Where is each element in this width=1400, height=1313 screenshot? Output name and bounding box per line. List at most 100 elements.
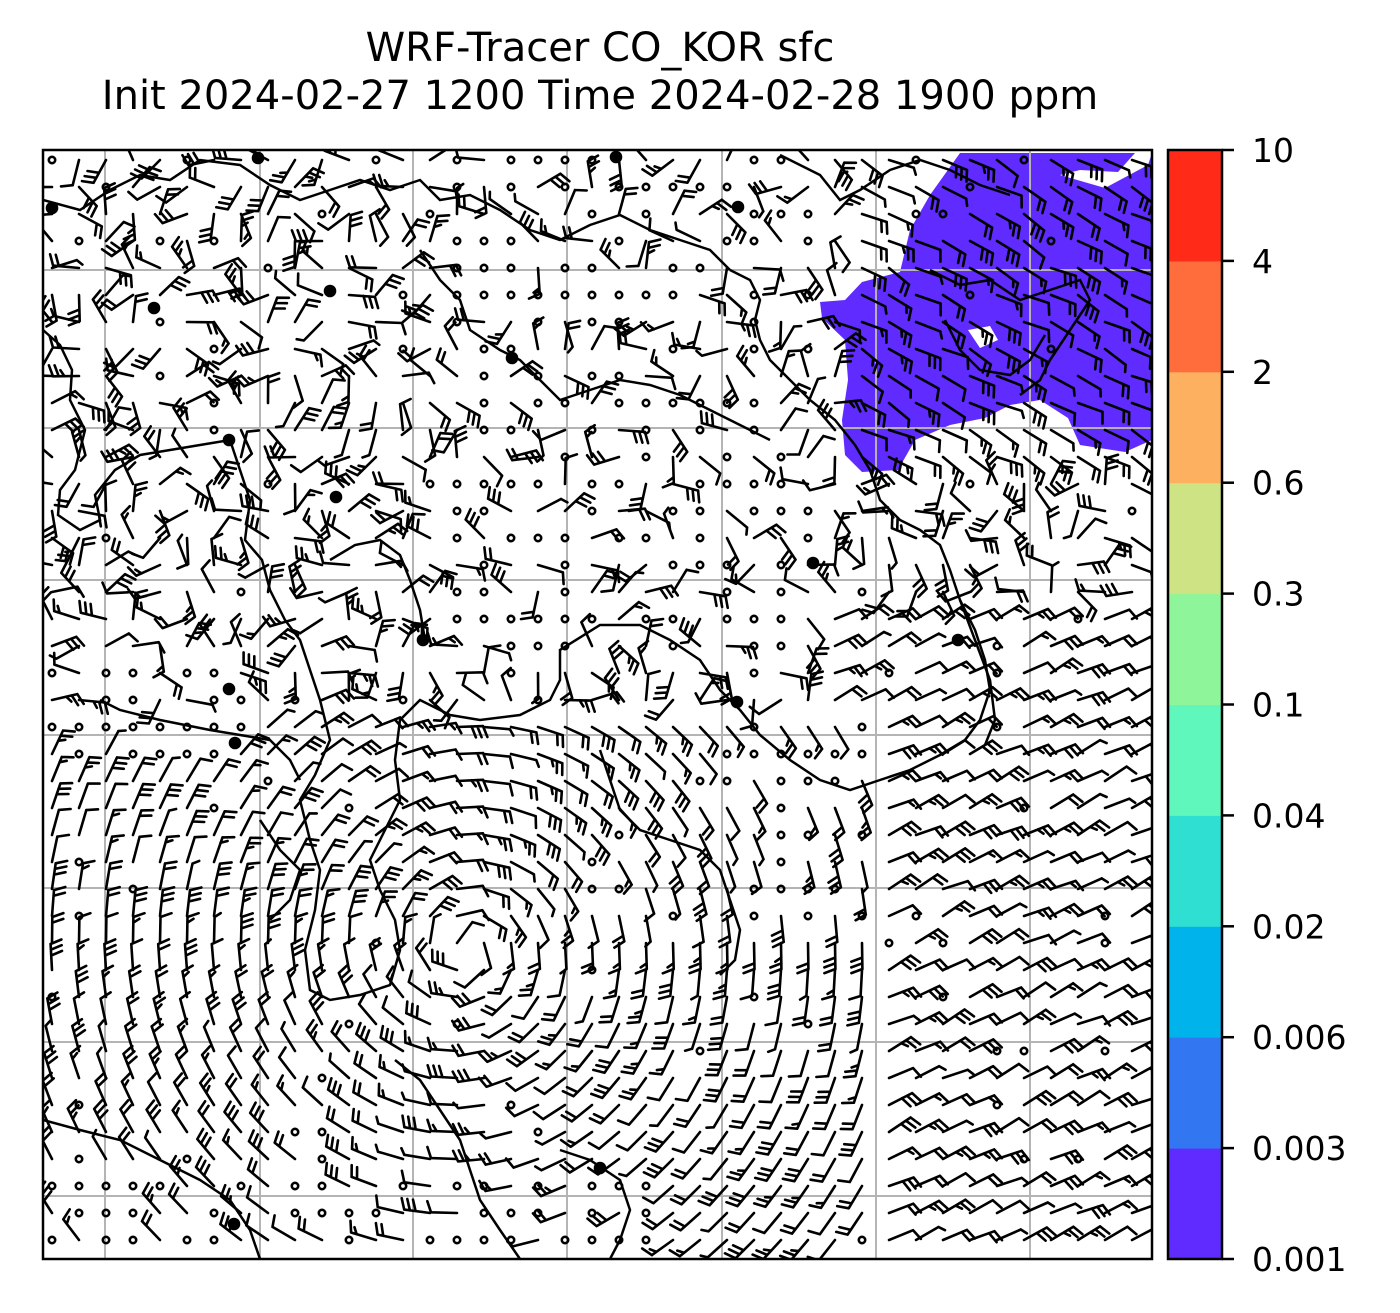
- wind-barb: [671, 833, 687, 868]
- wind-barb: [1103, 239, 1129, 267]
- calm-wind-marker: [641, 209, 651, 219]
- calm-wind-marker: [938, 209, 948, 219]
- wind-barb: [428, 563, 455, 591]
- calm-wind-marker: [749, 992, 759, 1002]
- calm-wind-marker: [533, 641, 543, 651]
- calm-wind-marker: [668, 182, 678, 192]
- wind-barb: [104, 406, 132, 432]
- wind-barb: [1049, 212, 1075, 241]
- wind-barb: [763, 209, 783, 243]
- calm-wind-marker: [344, 1235, 354, 1245]
- calm-wind-marker: [182, 155, 192, 165]
- wind-barb: [181, 964, 194, 999]
- wind-barb: [1076, 1203, 1112, 1220]
- wind-barb: [452, 1101, 486, 1110]
- wind-barb: [401, 891, 428, 918]
- calm-wind-marker: [506, 479, 516, 489]
- wind-barb: [510, 995, 540, 1020]
- wind-barb: [185, 347, 210, 377]
- colorbar-segment: [1168, 1037, 1222, 1149]
- wind-barb: [968, 661, 1004, 675]
- wind-barb: [143, 1129, 162, 1161]
- wind-barb: [362, 964, 378, 999]
- wind-barb: [860, 659, 895, 675]
- wind-barb: [50, 781, 74, 810]
- wind-barb: [293, 735, 327, 756]
- colorbar-tick-label: 0.006: [1252, 1018, 1346, 1057]
- calm-wind-marker: [533, 290, 543, 300]
- wind-barb: [50, 885, 67, 918]
- wind-barb: [49, 307, 81, 324]
- wind-barb: [833, 399, 868, 413]
- wind-barb: [785, 1076, 810, 1104]
- wind-barb: [455, 401, 481, 429]
- wind-barb: [941, 239, 967, 268]
- wind-barb: [968, 928, 1003, 945]
- calm-wind-marker: [209, 668, 219, 678]
- wind-barb: [119, 1099, 135, 1134]
- wind-barb: [1103, 765, 1138, 783]
- colorbar-tick-label: 0.003: [1252, 1129, 1346, 1168]
- wind-barb: [941, 958, 977, 972]
- wind-barb: [347, 339, 381, 351]
- calm-wind-marker: [722, 560, 732, 570]
- wind-barb: [563, 188, 588, 216]
- calm-wind-marker: [587, 317, 597, 327]
- calm-wind-marker: [506, 182, 516, 192]
- wind-barb: [968, 1064, 1003, 1080]
- wind-barb: [378, 540, 405, 567]
- wind-barb: [914, 266, 944, 285]
- wind-barb: [490, 562, 513, 594]
- wind-barb: [77, 859, 96, 891]
- calm-wind-marker: [452, 506, 462, 516]
- calm-wind-marker: [668, 641, 678, 651]
- map-title-line2: Init 2024-02-27 1200 Time 2024-02-28 190…: [101, 73, 1099, 119]
- calm-wind-marker: [749, 479, 759, 489]
- wind-barb: [507, 1022, 540, 1044]
- calm-wind-marker: [641, 1235, 651, 1245]
- wind-barb: [833, 534, 850, 567]
- wind-barb: [860, 688, 896, 702]
- wind-barb: [995, 455, 1024, 478]
- wind-barb: [914, 688, 948, 702]
- wind-barb: [509, 806, 538, 830]
- wind-barb: [995, 927, 1030, 945]
- wind-barb: [146, 1072, 162, 1107]
- wind-barb: [1022, 455, 1046, 486]
- wind-barb: [968, 347, 993, 378]
- calm-wind-marker: [587, 479, 597, 489]
- wind-barb: [320, 912, 336, 945]
- wind-barb: [995, 428, 1020, 458]
- wind-barb: [914, 347, 942, 372]
- wind-barb: [236, 536, 250, 572]
- wind-barb: [949, 481, 972, 513]
- calm-wind-marker: [209, 749, 219, 759]
- wind-barb: [374, 185, 391, 220]
- wind-barb: [100, 448, 135, 464]
- wind-barb: [293, 761, 322, 783]
- wind-barb: [126, 401, 142, 437]
- wind-barb: [654, 995, 675, 1025]
- wind-barb: [283, 990, 297, 1026]
- wind-barb: [197, 212, 216, 244]
- wind-barb: [968, 878, 1004, 895]
- calm-wind-marker: [74, 1100, 84, 1110]
- wind-barb: [1076, 877, 1110, 891]
- wind-barb: [293, 347, 324, 368]
- wind-barb: [197, 1100, 216, 1134]
- wind-barb: [52, 651, 81, 675]
- wind-barb: [652, 671, 675, 700]
- calm-wind-marker: [830, 776, 840, 786]
- colorbar-segment: [1168, 150, 1222, 262]
- wind-barb: [1022, 743, 1058, 757]
- wind-barb: [662, 506, 675, 540]
- wind-barb: [224, 1072, 243, 1107]
- wind-barb: [559, 1157, 594, 1174]
- wind-barb: [1022, 933, 1058, 946]
- wind-barb: [848, 968, 864, 1001]
- calm-wind-marker: [452, 317, 462, 327]
- wind-barb: [1103, 849, 1136, 864]
- wind-barb: [181, 151, 216, 167]
- wind-barb: [246, 1157, 270, 1188]
- wind-barb: [648, 217, 675, 243]
